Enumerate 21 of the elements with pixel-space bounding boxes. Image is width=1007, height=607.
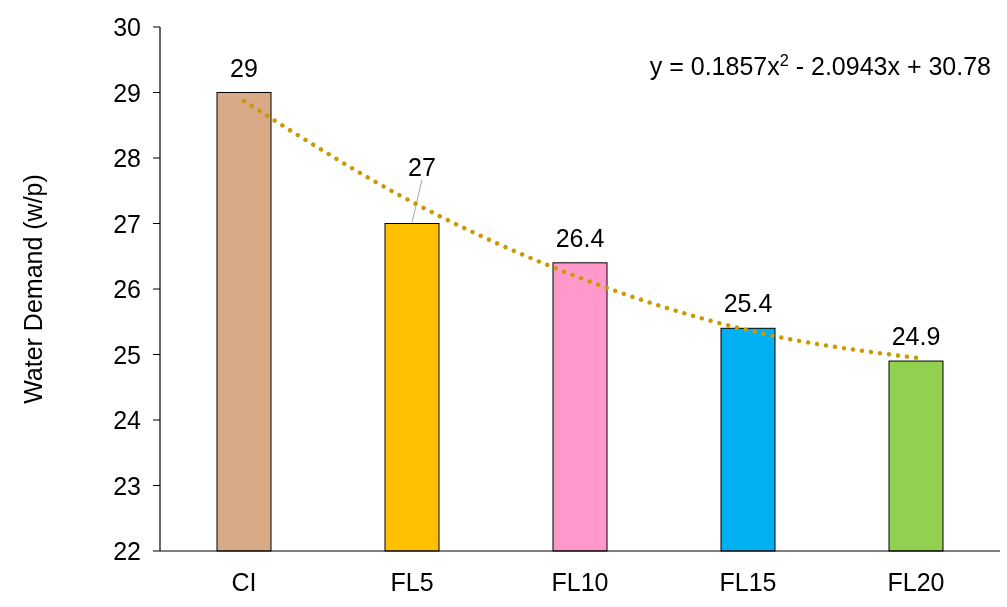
x-tick-label: CI	[231, 568, 257, 596]
y-tick-label: 25	[113, 340, 141, 369]
y-tick-label: 24	[113, 406, 142, 434]
y-tick-label: 26	[113, 275, 141, 303]
x-tick-label: FL20	[887, 568, 945, 596]
data-label: 27	[408, 152, 436, 181]
data-label: 26.4	[555, 223, 605, 252]
y-tick-label: 28	[113, 144, 141, 172]
y-tick-label: 29	[113, 78, 141, 107]
annotation: y = 0.1857x$^{2}$ - 2.0943x + 30.78	[649, 51, 991, 80]
x-tick-label: FL5	[390, 568, 434, 596]
data-label: 24.9	[891, 322, 941, 351]
x-tick-label: FL10	[551, 568, 609, 596]
y-tick-label: 22	[113, 537, 141, 565]
y-tick-label: 27	[113, 209, 141, 238]
y-axis-title: Water Demand (w/p)	[19, 174, 47, 404]
data-label: 25.4	[723, 289, 773, 318]
y-tick-label: 23	[113, 471, 141, 500]
data-label: 29	[230, 53, 258, 82]
x-tick-label: FL15	[719, 568, 777, 596]
y-tick-label: 30	[113, 13, 141, 41]
